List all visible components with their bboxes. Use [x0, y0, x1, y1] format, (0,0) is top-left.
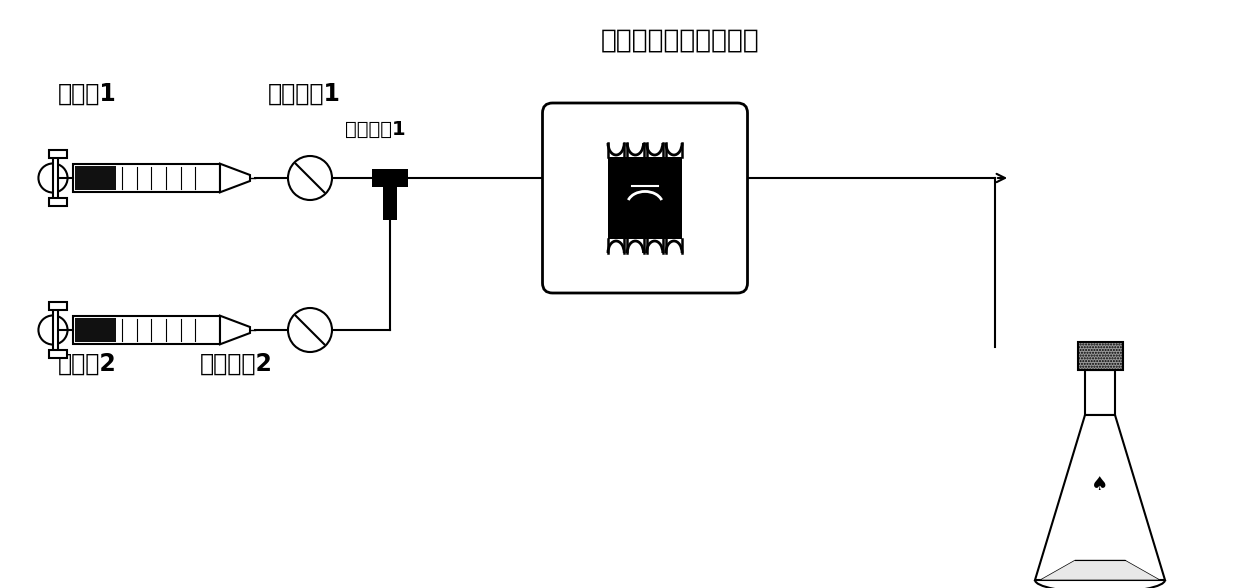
Bar — [50, 302, 67, 310]
Bar — [73, 163, 219, 192]
Bar — [1085, 370, 1115, 415]
Bar — [383, 187, 397, 220]
Bar — [50, 350, 67, 358]
Polygon shape — [1040, 560, 1159, 580]
Text: 注射刨2: 注射刨2 — [58, 352, 117, 376]
Circle shape — [38, 163, 67, 192]
Bar — [53, 156, 58, 200]
Bar — [50, 198, 67, 206]
Bar — [53, 308, 58, 352]
Circle shape — [288, 308, 332, 352]
Bar — [1078, 342, 1122, 370]
FancyBboxPatch shape — [543, 103, 748, 293]
Polygon shape — [1035, 415, 1166, 580]
Bar — [372, 169, 408, 187]
Bar — [50, 150, 67, 158]
Bar — [73, 316, 219, 345]
Text: 微混合刨1: 微混合刨1 — [345, 120, 405, 139]
Circle shape — [38, 315, 67, 345]
Polygon shape — [219, 316, 250, 345]
Bar — [74, 318, 117, 342]
Circle shape — [288, 156, 332, 200]
Bar — [74, 166, 117, 191]
Text: ♠: ♠ — [1091, 475, 1109, 494]
Text: 注射刨1: 注射刨1 — [58, 82, 117, 106]
Text: 物料进口1: 物料进口1 — [268, 82, 341, 106]
Text: 电化学微通道反应装置: 电化学微通道反应装置 — [600, 28, 759, 54]
Polygon shape — [219, 163, 250, 192]
Bar — [608, 157, 682, 239]
Text: 物料进口2: 物料进口2 — [200, 352, 273, 376]
